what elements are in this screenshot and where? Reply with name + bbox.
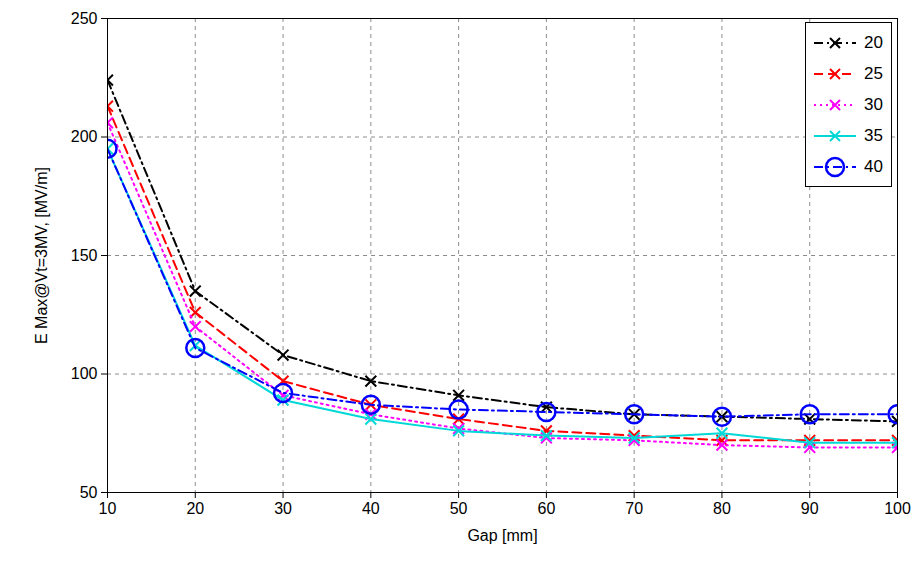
svg-text:30: 30 [274, 500, 292, 517]
svg-text:10: 10 [99, 500, 117, 517]
html-text:20: 20 [864, 32, 883, 52]
html-text:40: 40 [864, 156, 883, 176]
svg-text:E Max@Vt=3MV, [MV/m]: E Max@Vt=3MV, [MV/m] [33, 167, 50, 344]
html-text:30: 30 [864, 94, 883, 114]
svg-text:80: 80 [713, 500, 731, 517]
svg-text:70: 70 [625, 500, 643, 517]
svg-text:100: 100 [884, 500, 911, 517]
svg-text:20: 20 [186, 500, 204, 517]
svg-text:50: 50 [450, 500, 468, 517]
html-text:35: 35 [864, 125, 883, 145]
svg-text:40: 40 [362, 500, 380, 517]
svg-text:200: 200 [71, 128, 98, 145]
svg-text:100: 100 [71, 365, 98, 382]
svg-text:90: 90 [801, 500, 819, 517]
svg-text:50: 50 [80, 484, 98, 501]
svg-text:Gap [mm]: Gap [mm] [467, 527, 537, 544]
html-text:25: 25 [864, 63, 883, 83]
svg-text:250: 250 [71, 10, 98, 27]
svg-text:60: 60 [537, 500, 555, 517]
svg-text:150: 150 [71, 247, 98, 264]
